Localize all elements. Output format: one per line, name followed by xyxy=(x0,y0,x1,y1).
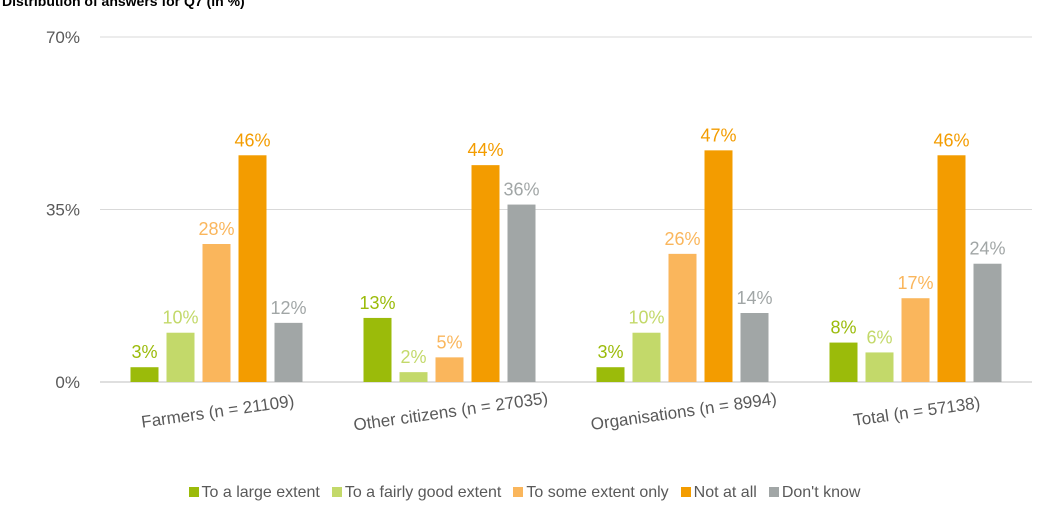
y-tick-label: 0% xyxy=(55,373,80,392)
legend-swatch xyxy=(680,487,691,497)
data-label: 46% xyxy=(933,130,969,150)
data-label: 26% xyxy=(664,229,700,249)
legend-item: Not at all xyxy=(680,484,757,502)
data-label: 47% xyxy=(700,125,736,145)
data-label: 3% xyxy=(597,342,623,362)
bar xyxy=(363,317,392,382)
legend-label: To some extent only xyxy=(526,484,669,501)
data-label: 5% xyxy=(436,332,462,352)
legend-item: Don't know xyxy=(768,484,861,502)
bar xyxy=(399,372,428,382)
bar xyxy=(937,155,966,382)
x-category-label: Total (n = 57138) xyxy=(852,393,981,430)
legend-label: Not at all xyxy=(693,484,757,501)
legend-swatch xyxy=(188,487,199,497)
bar xyxy=(166,332,195,382)
data-label: 46% xyxy=(234,130,270,150)
x-category-label: Organisations (n = 8994) xyxy=(590,389,778,434)
x-category-label: Other citizens (n = 27035) xyxy=(352,389,549,435)
bar xyxy=(507,204,536,382)
bar xyxy=(274,322,303,382)
data-label: 28% xyxy=(198,219,234,239)
legend-label: To a large extent xyxy=(201,484,320,501)
y-tick-label: 35% xyxy=(46,201,80,220)
bar xyxy=(704,150,733,382)
data-label: 8% xyxy=(830,318,856,338)
bar xyxy=(435,357,464,382)
legend-swatch xyxy=(331,487,342,497)
legend-label: Don't know xyxy=(781,484,861,501)
data-label: 17% xyxy=(897,273,933,293)
data-label: 13% xyxy=(359,293,395,313)
chart-legend: To a large extent To a fairly good extent… xyxy=(0,484,1049,502)
chart-title: Distribution of answers for Q7 (in %) xyxy=(2,0,245,9)
data-label: 10% xyxy=(162,308,198,328)
data-label: 12% xyxy=(270,298,306,318)
bar xyxy=(632,332,661,382)
legend-item: To some extent only xyxy=(513,484,669,502)
legend-swatch xyxy=(768,487,779,497)
data-label: 14% xyxy=(736,288,772,308)
y-tick-label: 70% xyxy=(46,28,80,47)
bar xyxy=(901,298,930,382)
legend-item: To a fairly good extent xyxy=(331,484,502,502)
x-category-label: Farmers (n = 21109) xyxy=(140,391,295,431)
bar-chart: 0%35%70%3%10%28%46%12%Farmers (n = 21109… xyxy=(46,28,1032,435)
data-label: 24% xyxy=(969,239,1005,259)
bar xyxy=(596,367,625,382)
data-label: 2% xyxy=(400,347,426,367)
data-label: 44% xyxy=(467,140,503,160)
bar xyxy=(865,352,894,382)
legend-item: To a large extent xyxy=(188,484,320,502)
data-label: 10% xyxy=(628,308,664,328)
bar xyxy=(471,165,500,382)
bar xyxy=(202,244,231,382)
legend-swatch xyxy=(513,487,524,497)
legend-label: To a fairly good extent xyxy=(344,484,502,501)
bar xyxy=(238,155,267,382)
bar xyxy=(829,342,858,382)
bar xyxy=(740,313,769,382)
data-label: 3% xyxy=(131,342,157,362)
bar xyxy=(668,253,697,382)
data-label: 6% xyxy=(866,327,892,347)
data-label: 36% xyxy=(503,180,539,200)
bar xyxy=(130,367,159,382)
bar xyxy=(973,263,1002,382)
